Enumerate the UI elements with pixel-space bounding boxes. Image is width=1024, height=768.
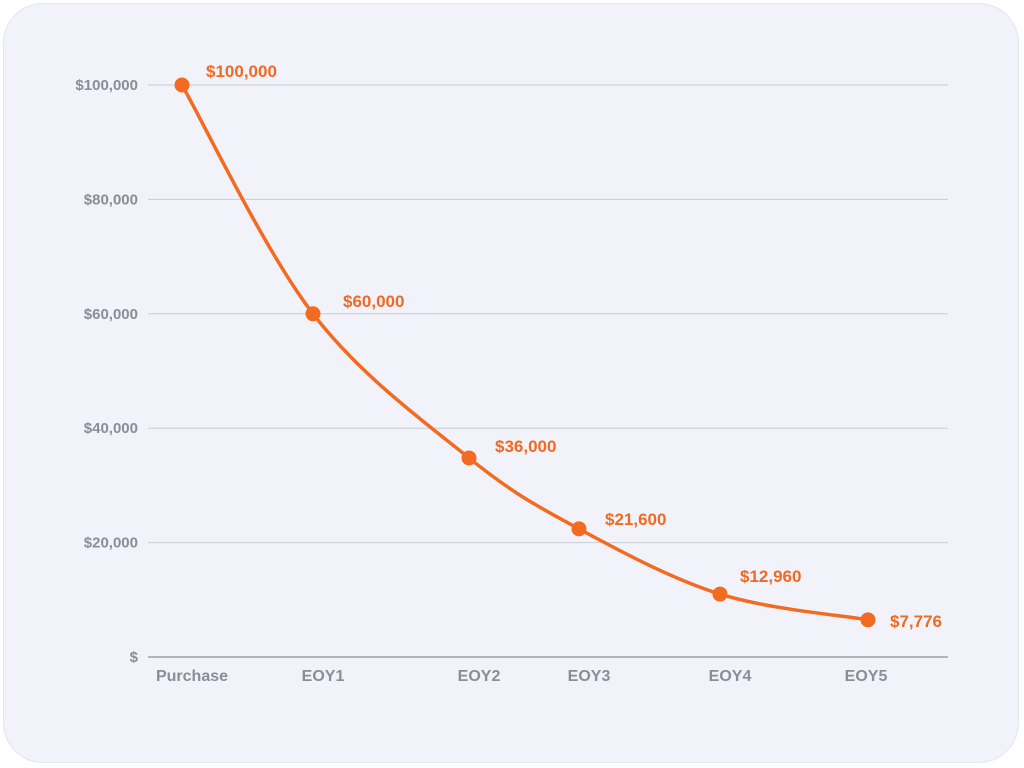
y-tick-label: $40,000 [84,420,138,437]
data-label: $60,000 [343,292,404,311]
x-tick-label: EOY2 [458,668,501,685]
data-point [174,77,190,93]
x-tick-label: EOY1 [302,668,345,685]
x-tick-label: Purchase [156,668,228,685]
y-tick-label: $20,000 [84,535,138,552]
data-point [461,450,477,466]
data-labels: $100,000 $60,000 $36,000 $21,600 $12,960 $7,7… [206,62,942,631]
x-tick-label: EOY3 [568,668,611,685]
data-points [174,77,876,628]
y-tick-label: $80,000 [84,191,138,208]
data-point [712,586,728,602]
data-point [305,306,321,322]
data-label: $36,000 [495,437,556,456]
y-tick-label: $60,000 [84,306,138,323]
data-label: $12,960 [740,567,801,586]
data-label: $7,776 [890,612,942,631]
y-axis-ticks: $ $20,000 $40,000 $60,000 $80,000 $100,000 [75,77,138,666]
x-tick-label: EOY5 [845,668,888,685]
y-tick-label: $100,000 [75,77,138,94]
y-tick-label: $ [130,649,139,666]
x-tick-label: EOY4 [709,668,752,685]
data-point [860,612,876,628]
series-line [180,83,870,622]
x-axis-ticks: Purchase EOY1 EOY2 EOY3 EOY4 EOY5 [156,668,887,685]
chart-card [3,3,1019,763]
data-label: $21,600 [605,510,666,529]
gridlines [148,84,948,658]
data-point [571,521,587,537]
data-label: $100,000 [206,62,277,81]
